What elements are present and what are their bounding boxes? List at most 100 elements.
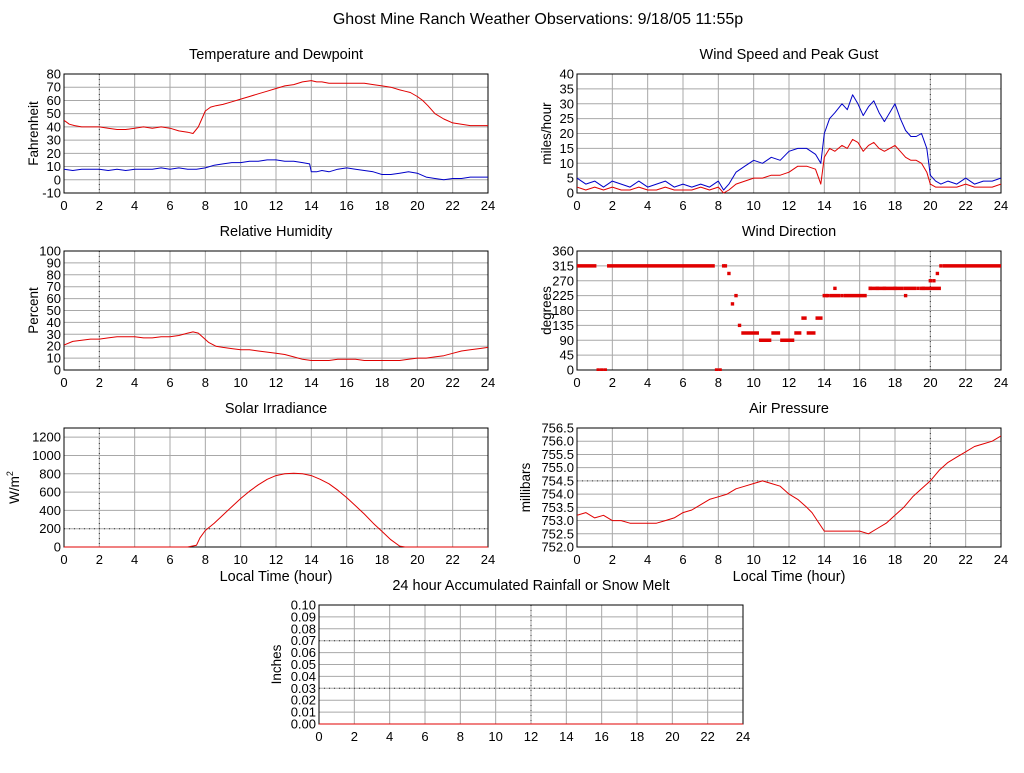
y-tick-label: 756.0 xyxy=(541,434,574,449)
y-tick-label: 50 xyxy=(47,106,61,121)
y-tick-label: 225 xyxy=(552,288,574,303)
y-axis-label-text: millibars xyxy=(518,463,533,513)
x-tick-label: 6 xyxy=(679,198,686,213)
y-axis-label-text: degrees xyxy=(539,286,554,335)
series-line-blue xyxy=(64,159,488,181)
x-axis-label: Local Time (hour) xyxy=(733,569,846,585)
chart-title: Relative Humidity xyxy=(220,224,334,240)
x-tick-label: 4 xyxy=(131,375,138,390)
plot-frame xyxy=(63,250,489,371)
x-tick-label: 8 xyxy=(715,552,722,567)
data-point xyxy=(903,293,908,298)
data-point xyxy=(723,264,728,268)
chart-solar: 0 2 4 6 8 10 12 14 16 18 20 22 240200400600800100012… xyxy=(5,401,495,585)
data-point xyxy=(833,286,837,291)
chart-title: Wind Direction xyxy=(742,224,836,240)
data-point xyxy=(718,368,722,371)
chart-title: Solar Irradiance xyxy=(225,401,327,417)
x-tick-label: 6 xyxy=(166,552,173,567)
data-point xyxy=(727,271,731,276)
y-tick-label: 0.05 xyxy=(291,657,316,672)
y-tick-label: 754.0 xyxy=(541,487,574,502)
y-tick-label: 20 xyxy=(47,339,61,354)
x-tick-label: 2 xyxy=(96,552,103,567)
y-axis-label: W/m2 xyxy=(5,471,22,504)
y-tick-label: 200 xyxy=(39,521,61,536)
series-group xyxy=(64,80,488,181)
x-tick-label: 12 xyxy=(524,729,538,744)
y-tick-label: 400 xyxy=(39,503,61,518)
x-tick-label: 4 xyxy=(386,729,393,744)
y-tick-label: 756.5 xyxy=(541,421,574,436)
y-tick-label: 90 xyxy=(560,333,574,348)
x-tick-label: 0 xyxy=(573,375,580,390)
data-point xyxy=(603,368,607,371)
y-axis-label-text: Percent xyxy=(26,287,41,334)
x-tick-label: 22 xyxy=(958,552,972,567)
y-tick-label: 755.5 xyxy=(541,447,574,462)
x-tick-label: 4 xyxy=(644,375,651,390)
x-tick-label: 20 xyxy=(410,552,424,567)
x-tick-label: 12 xyxy=(782,375,796,390)
page-title: Ghost Mine Ranch Weather Observations: 9… xyxy=(333,11,743,28)
chart-rain: 0 2 4 6 8 10 12 14 16 18 20 22 240.000.010.020.030.0… xyxy=(269,578,750,744)
plot-frame xyxy=(63,427,489,548)
y-tick-label: 10 xyxy=(560,156,574,171)
x-tick-label: 10 xyxy=(233,198,247,213)
x-tick-label: 0 xyxy=(60,198,67,213)
series-group xyxy=(64,472,488,548)
x-tick-label: 8 xyxy=(457,729,464,744)
x-tick-label: 22 xyxy=(700,729,714,744)
x-tick-label: 20 xyxy=(410,375,424,390)
y-tick-label: 40 xyxy=(47,119,61,134)
y-tick-label: 50 xyxy=(47,303,61,318)
y-tick-label: 0 xyxy=(567,186,574,201)
y-tick-label: 315 xyxy=(552,258,574,273)
x-tick-label: 2 xyxy=(609,375,616,390)
chart-title: Air Pressure xyxy=(749,401,829,417)
y-tick-label: 0.03 xyxy=(291,681,316,696)
y-axis-label-text: Inches xyxy=(269,644,284,684)
x-tick-label: 0 xyxy=(315,729,322,744)
x-tick-label: 2 xyxy=(609,198,616,213)
x-tick-label: 6 xyxy=(679,552,686,567)
y-tick-label: 752.0 xyxy=(541,540,574,555)
y-axis-label-text: Fahrenheit xyxy=(26,101,41,166)
x-tick-label: 4 xyxy=(644,198,651,213)
x-tick-label: 4 xyxy=(644,552,651,567)
y-tick-label: 754.5 xyxy=(541,473,574,488)
x-tick-label: 20 xyxy=(923,198,937,213)
y-axis-label-text: W/m xyxy=(7,476,22,504)
plot-frame xyxy=(576,250,1002,371)
y-tick-label: 20 xyxy=(47,146,61,161)
y-tick-label: 753.5 xyxy=(541,500,574,515)
x-tick-label: 16 xyxy=(852,552,866,567)
y-axis-label-text: miles/hour xyxy=(539,102,554,165)
x-tick-label: 10 xyxy=(488,729,502,744)
y-tick-label: 0.07 xyxy=(291,633,316,648)
y-tick-label: 0.04 xyxy=(291,669,316,684)
data-point xyxy=(932,279,936,283)
y-axis-label: millibars xyxy=(518,463,533,513)
x-tick-label: 0 xyxy=(60,375,67,390)
plot-frame xyxy=(63,73,489,194)
x-tick-label: 16 xyxy=(339,375,353,390)
x-tick-label: 8 xyxy=(202,375,209,390)
x-tick-label: 10 xyxy=(746,375,760,390)
data-point xyxy=(826,293,830,298)
x-tick-label: 18 xyxy=(375,198,389,213)
y-tick-label: 360 xyxy=(552,244,574,259)
x-tick-label: 10 xyxy=(233,552,247,567)
y-tick-label: 800 xyxy=(39,466,61,481)
x-tick-label: 16 xyxy=(852,375,866,390)
y-tick-label: 30 xyxy=(47,327,61,342)
y-axis-label-superscript: 2 xyxy=(5,471,15,476)
y-tick-label: 40 xyxy=(47,315,61,330)
y-tick-label: 753.0 xyxy=(541,513,574,528)
x-tick-label: 16 xyxy=(339,552,353,567)
x-tick-label: 24 xyxy=(481,198,495,213)
x-tick-label: 2 xyxy=(96,198,103,213)
y-tick-label: 0.08 xyxy=(291,621,316,636)
y-tick-label: 25 xyxy=(560,111,574,126)
